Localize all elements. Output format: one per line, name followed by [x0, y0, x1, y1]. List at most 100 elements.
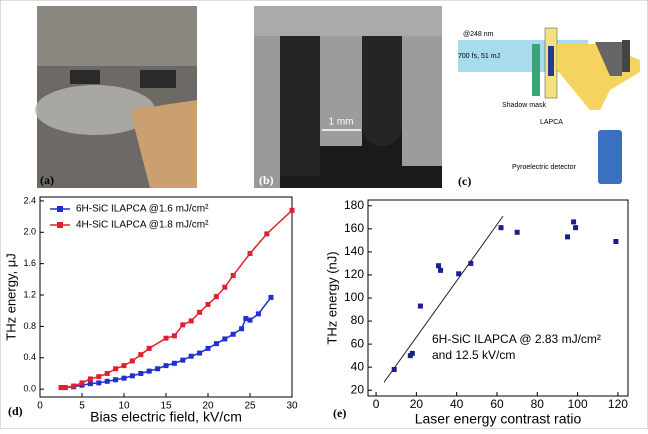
- data-point: [565, 234, 571, 240]
- x-tick-label: 5: [79, 401, 85, 412]
- legend-label: 6H-SiC ILAPCA @1.6 mJ/cm²: [76, 204, 209, 215]
- x-tick-label: 20: [202, 401, 214, 412]
- data-point: [96, 380, 102, 386]
- y-axis-label: THz energy, μJ: [3, 253, 18, 340]
- data-point: [171, 333, 177, 339]
- data-point: [58, 385, 64, 391]
- data-point: [129, 373, 135, 379]
- trend-line: [383, 215, 504, 383]
- diagram-text: Shadow mask: [502, 102, 546, 109]
- data-point: [205, 301, 211, 307]
- data-point: [409, 350, 415, 356]
- data-point: [239, 326, 245, 332]
- data-point: [456, 271, 462, 277]
- data-point: [129, 358, 135, 364]
- panel-label: (d): [8, 404, 23, 418]
- x-tick-label: 15: [160, 401, 172, 412]
- x-tick-label: 80: [531, 397, 545, 411]
- data-point: [391, 366, 397, 372]
- legend-marker: [57, 222, 63, 228]
- x-tick-label: 10: [118, 401, 130, 412]
- data-point: [613, 239, 619, 245]
- data-point: [188, 353, 194, 359]
- x-axis-label: Bias electric field, kV/cm: [90, 409, 242, 425]
- data-point: [213, 341, 219, 347]
- photo-a: [35, 6, 197, 188]
- data-point: [205, 345, 211, 351]
- data-point: [155, 366, 161, 372]
- data-point: [247, 317, 253, 323]
- y-tick-label: 2.4: [23, 195, 36, 205]
- y-tick-label: 160: [344, 221, 364, 235]
- setup-diagram: [458, 27, 640, 184]
- data-point: [230, 272, 236, 278]
- data-point: [468, 260, 474, 266]
- y-tick-label: 140: [344, 244, 364, 258]
- x-tick-label: 0: [373, 397, 380, 411]
- y-tick-label: 2.0: [23, 227, 36, 237]
- x-tick-label: 30: [286, 401, 298, 412]
- data-point: [243, 316, 249, 322]
- y-tick-label: 180: [344, 198, 364, 212]
- data-point: [163, 363, 169, 369]
- y-tick-label: 80: [351, 313, 365, 327]
- y-tick-label: 20: [351, 382, 365, 396]
- y-tick-label: 1.2: [23, 289, 36, 299]
- x-tick-label: 20: [410, 397, 424, 411]
- data-point: [71, 383, 77, 389]
- y-tick-label: 120: [344, 267, 364, 281]
- y-axis-label: THz energy (nJ): [324, 251, 339, 344]
- x-tick-label: 25: [244, 401, 256, 412]
- data-point: [146, 368, 152, 374]
- data-point: [138, 370, 144, 376]
- data-point: [138, 352, 144, 358]
- data-point: [180, 357, 186, 363]
- data-point: [571, 219, 577, 225]
- data-point: [180, 322, 186, 328]
- data-point: [87, 376, 93, 382]
- panel-label: (e): [333, 406, 346, 420]
- y-tick-label: 60: [351, 336, 365, 350]
- x-tick-label: 60: [490, 397, 504, 411]
- data-point: [438, 267, 444, 273]
- y-tick-label: 0.4: [23, 352, 36, 362]
- data-point: [121, 363, 127, 369]
- data-point: [79, 380, 85, 386]
- data-point: [230, 331, 236, 337]
- panel-label: (b): [259, 173, 274, 187]
- panel-label: (c): [458, 174, 471, 188]
- data-point: [104, 378, 110, 384]
- x-tick-label: 0: [37, 401, 43, 412]
- y-tick-label: 1.6: [23, 258, 36, 268]
- data-point: [171, 360, 177, 366]
- x-tick-label: 100: [568, 397, 588, 411]
- data-point: [498, 225, 504, 231]
- x-tick-label: 120: [608, 397, 628, 411]
- diagram-text: Pyroelectric detector: [512, 164, 576, 171]
- data-point: [163, 335, 169, 341]
- x-tick-label: 40: [450, 397, 464, 411]
- y-tick-label: 40: [351, 359, 365, 373]
- panel-label: (a): [40, 173, 54, 187]
- y-tick-label: 0.0: [23, 384, 36, 394]
- data-point: [573, 225, 579, 231]
- annotation: 6H-SiC ILAPCA @ 2.83 mJ/cm²: [432, 332, 601, 346]
- data-point: [87, 381, 93, 387]
- data-point: [247, 250, 253, 256]
- y-tick-label: 100: [344, 290, 364, 304]
- data-point: [255, 311, 261, 317]
- data-point: [62, 385, 68, 391]
- annotation: and 12.5 kV/cm: [432, 348, 515, 362]
- data-point: [213, 294, 219, 300]
- data-point: [436, 263, 442, 269]
- data-point: [188, 318, 194, 324]
- data-point: [197, 350, 203, 356]
- diagram-text: LAPCA: [540, 119, 563, 126]
- data-point: [96, 374, 102, 380]
- data-point: [514, 229, 520, 235]
- data-point: [264, 231, 270, 237]
- x-axis-label: Laser energy contrast ratio: [415, 411, 582, 427]
- data-point: [146, 345, 152, 351]
- data-point: [268, 294, 274, 300]
